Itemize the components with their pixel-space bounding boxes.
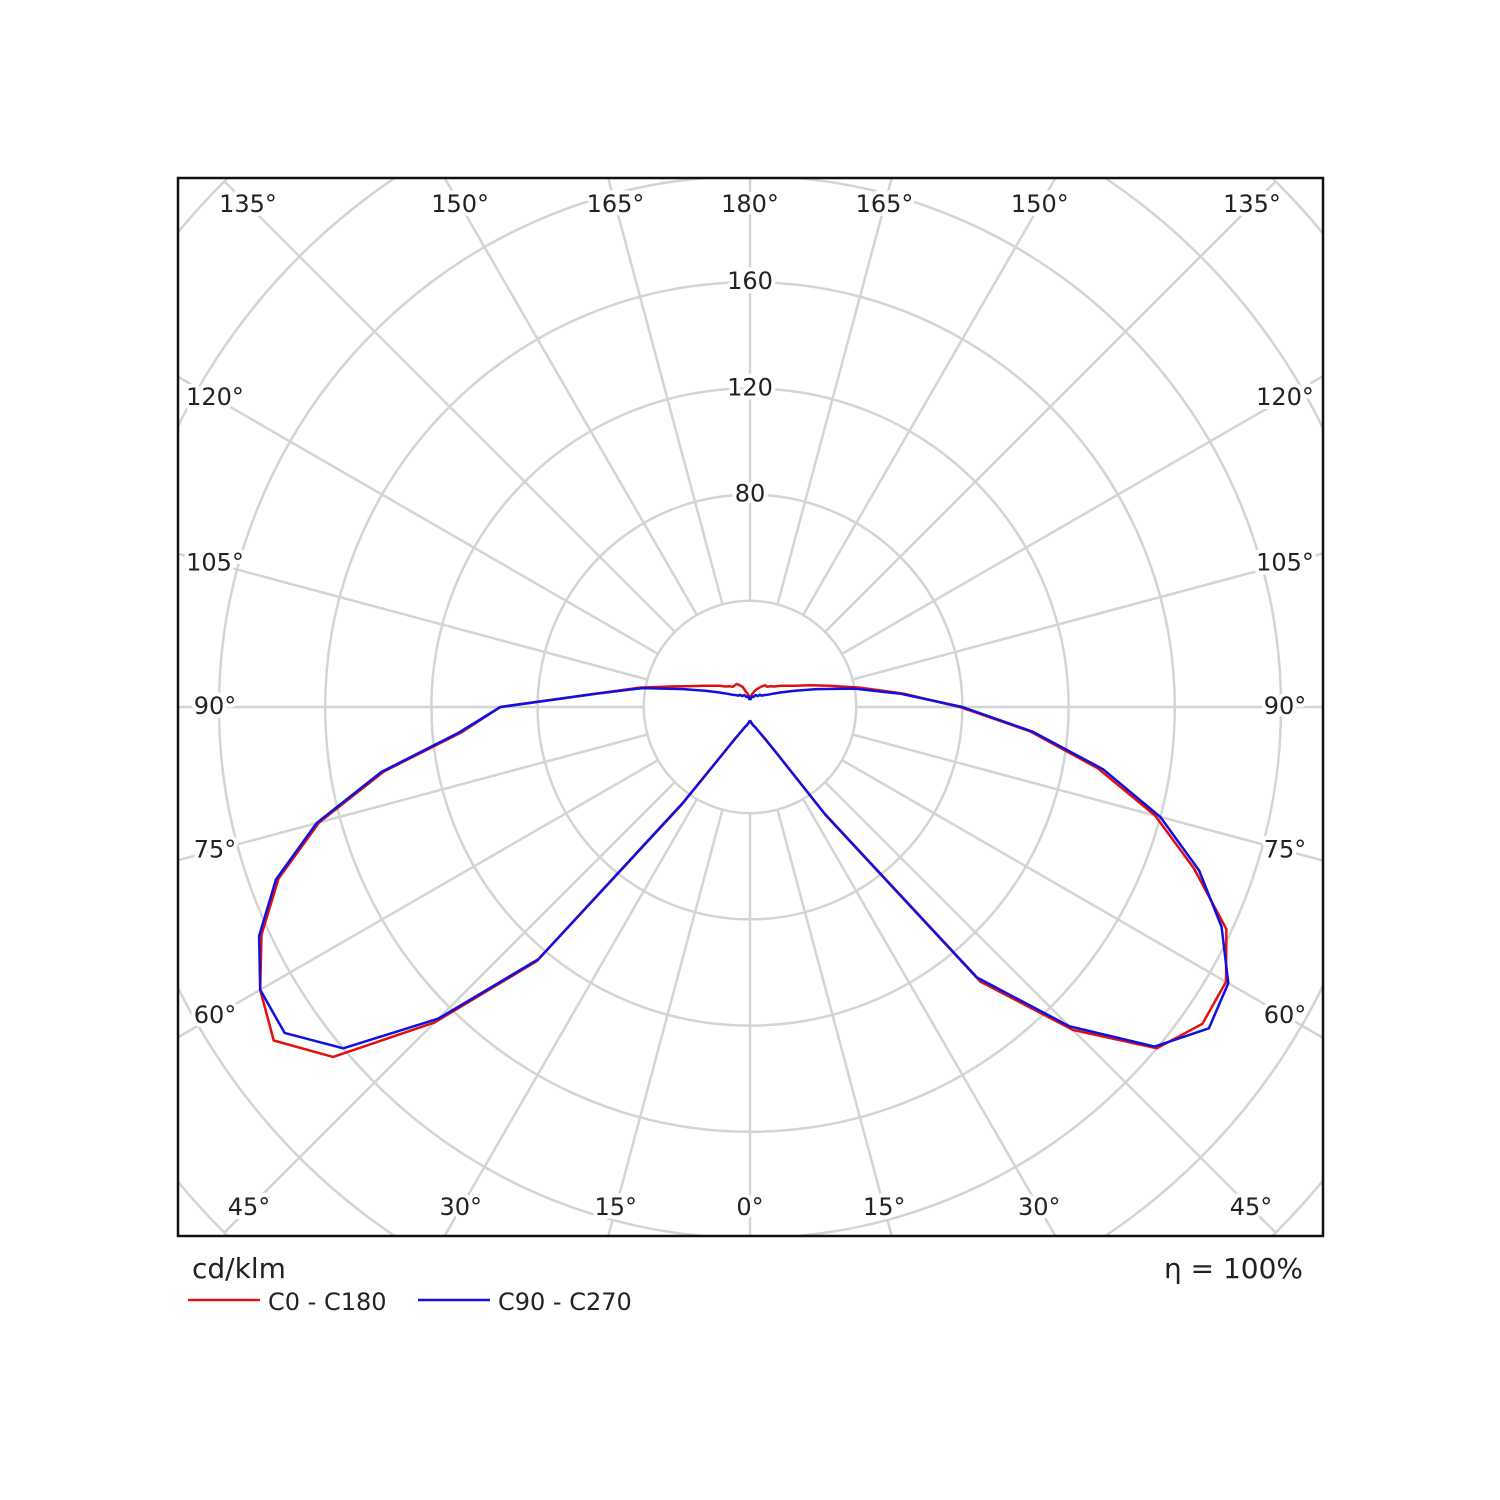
radial-line bbox=[852, 552, 1323, 681]
radial-line bbox=[802, 798, 1057, 1236]
grid bbox=[178, 178, 1323, 1236]
radial-line bbox=[802, 178, 1057, 616]
angle-label: 60° bbox=[1264, 1001, 1307, 1029]
angle-label: 165° bbox=[587, 190, 645, 218]
angle-label: 105° bbox=[186, 549, 244, 577]
radial-line bbox=[824, 180, 1277, 633]
radial-line bbox=[606, 178, 724, 605]
r-tick-label: 160 bbox=[727, 267, 773, 295]
intensity-curve bbox=[748, 683, 1228, 1050]
angle-label: 30° bbox=[1018, 1193, 1061, 1221]
radial-line bbox=[841, 759, 1323, 1040]
angle-label: 45° bbox=[228, 1193, 271, 1221]
intensity-curve bbox=[748, 687, 1230, 1048]
grid-circle bbox=[642, 599, 858, 815]
radial-line bbox=[824, 781, 1277, 1234]
radial-line bbox=[776, 809, 894, 1236]
angle-label: 180° bbox=[721, 190, 779, 218]
radial-line bbox=[178, 375, 659, 655]
radial-line bbox=[178, 552, 648, 681]
angle-label: 105° bbox=[1256, 549, 1314, 577]
angle-label: 150° bbox=[431, 190, 489, 218]
angle-label: 30° bbox=[439, 1193, 482, 1221]
radial-line bbox=[178, 759, 659, 1039]
angle-label: 0° bbox=[736, 1193, 763, 1221]
intensity-curve bbox=[258, 682, 752, 1059]
angle-label: 135° bbox=[1223, 190, 1281, 218]
angle-label: 15° bbox=[594, 1193, 637, 1221]
angle-label: 90° bbox=[1264, 692, 1307, 720]
radial-line bbox=[606, 809, 724, 1236]
radial-line bbox=[443, 178, 698, 616]
legend: C0 - C180 C90 - C270 bbox=[188, 1288, 632, 1316]
curves bbox=[257, 682, 1230, 1059]
angle-label: 60° bbox=[194, 1001, 237, 1029]
unit-label: cd/klm bbox=[192, 1252, 286, 1285]
radial-line bbox=[223, 781, 676, 1234]
radial-line bbox=[443, 798, 698, 1236]
intensity-curve bbox=[257, 686, 752, 1050]
angle-label: 75° bbox=[1264, 835, 1307, 863]
radial-line bbox=[178, 733, 648, 862]
radial-line bbox=[841, 374, 1323, 655]
labels: 0° 15° 15° 30° 30° 45° 45° 60° 60° 75° 75° 90° 90° 10… bbox=[182, 186, 1318, 1225]
angle-label: 165° bbox=[856, 190, 914, 218]
angle-label: 15° bbox=[863, 1193, 906, 1221]
legend-label: C90 - C270 bbox=[498, 1288, 632, 1316]
angle-label: 135° bbox=[219, 190, 277, 218]
angle-label: 150° bbox=[1011, 190, 1069, 218]
radial-line bbox=[776, 178, 894, 605]
r-tick-label: 120 bbox=[727, 373, 773, 401]
angle-label: 120° bbox=[186, 383, 244, 411]
angle-label: 45° bbox=[1230, 1193, 1273, 1221]
angle-label: 75° bbox=[194, 835, 237, 863]
angle-label: 120° bbox=[1256, 383, 1314, 411]
r-tick-label: 80 bbox=[735, 480, 766, 508]
frame bbox=[176, 176, 1325, 1238]
legend-label: C0 - C180 bbox=[268, 1288, 387, 1316]
angle-label: 90° bbox=[194, 692, 237, 720]
efficiency-label: η = 100% bbox=[1164, 1252, 1303, 1285]
radial-line bbox=[223, 180, 676, 633]
